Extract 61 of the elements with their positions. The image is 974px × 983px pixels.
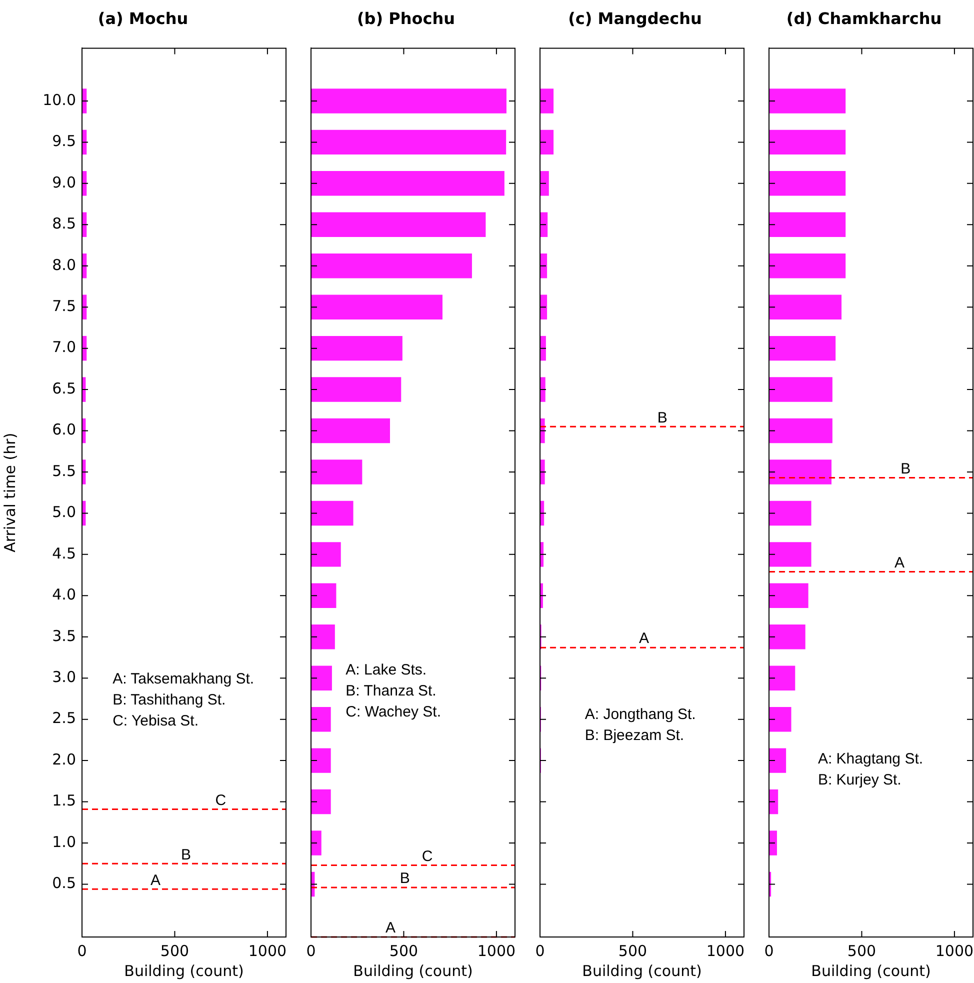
ref-line-label: A (639, 630, 650, 648)
annotation: B: Kurjey St. (818, 771, 902, 788)
y-tick-label: 0.5 (52, 874, 76, 892)
y-tick-label: 2.0 (52, 750, 76, 768)
ref-line-label: A (894, 554, 905, 572)
x-tick-label: 0 (77, 942, 87, 960)
y-tick-label: 5.5 (52, 462, 76, 480)
x-tick-label: 500 (389, 942, 418, 960)
x-tick-label: 1000 (477, 942, 516, 960)
y-tick-label: 8.0 (52, 256, 76, 274)
ref-line-label: C (422, 848, 433, 865)
x-tick-label: 500 (847, 942, 876, 960)
y-tick-label: 1.5 (52, 792, 76, 810)
x-tick-label: 0 (764, 942, 774, 960)
y-tick-label: 9.5 (52, 132, 76, 150)
x-tick-label: 0 (535, 942, 545, 960)
y-tick-label: 4.0 (52, 586, 76, 604)
x-tick-label: 500 (160, 942, 190, 960)
chart-title: (d) Chamkharchu (786, 8, 942, 28)
annotation: B: Thanza St. (346, 682, 436, 700)
y-axis-title: Arrival time (hr) (0, 432, 19, 552)
y-tick-label: 7.5 (52, 296, 76, 315)
x-axis-title: Building (count) (811, 962, 931, 980)
annotation: B: Bjeezam St. (584, 726, 684, 744)
ref-line-label: B (900, 460, 911, 478)
y-tick-label: 9.0 (52, 173, 76, 192)
y-tick-label: 6.5 (52, 379, 76, 398)
y-tick-label: 3.0 (52, 668, 76, 686)
y-tick-label: 4.5 (52, 544, 76, 562)
x-tick-label: 500 (618, 942, 648, 960)
x-tick-label: 1000 (935, 942, 974, 960)
y-tick-label: 6.0 (52, 420, 76, 439)
chart-title: (b) Phochu (356, 8, 456, 28)
x-tick-label: 1000 (706, 942, 745, 960)
annotation: A: Khagtang St. (818, 750, 924, 768)
ref-line-label: C (215, 792, 226, 809)
annotation: A: Jongthang St. (584, 706, 696, 723)
chart-title: (c) Mangdechu (568, 8, 702, 28)
ref-line-label: B (657, 409, 668, 426)
x-axis-title: Building (count) (124, 962, 244, 980)
ref-line-label: B (400, 870, 410, 888)
annotation: A: Taksemakhang St. (112, 670, 254, 688)
y-tick-label: 5.0 (52, 503, 76, 522)
y-tick-label: 1.0 (52, 832, 76, 851)
y-tick-label: 3.5 (52, 626, 76, 645)
annotation: C: Yebisa St. (112, 712, 199, 730)
ref-line-label: A (150, 872, 160, 889)
chart-title: (a) Mochu (98, 8, 188, 28)
x-axis-title: Building (count) (582, 962, 702, 980)
x-axis-title: Building (count) (353, 962, 473, 980)
y-tick-label: 8.5 (52, 214, 76, 233)
x-tick-label: 1000 (248, 942, 287, 960)
y-tick-label: 10.0 (42, 90, 76, 109)
y-tick-label: 2.5 (52, 709, 76, 728)
y-tick-label: 7.0 (52, 338, 76, 356)
annotation: A: Lake Sts. (346, 662, 427, 678)
annotation: B: Tashithang St. (112, 691, 226, 708)
annotation: C: Wachey St. (346, 704, 441, 720)
x-tick-label: 0 (306, 942, 316, 960)
ref-line-label: A (386, 920, 396, 937)
ref-line-label: B (181, 846, 192, 864)
